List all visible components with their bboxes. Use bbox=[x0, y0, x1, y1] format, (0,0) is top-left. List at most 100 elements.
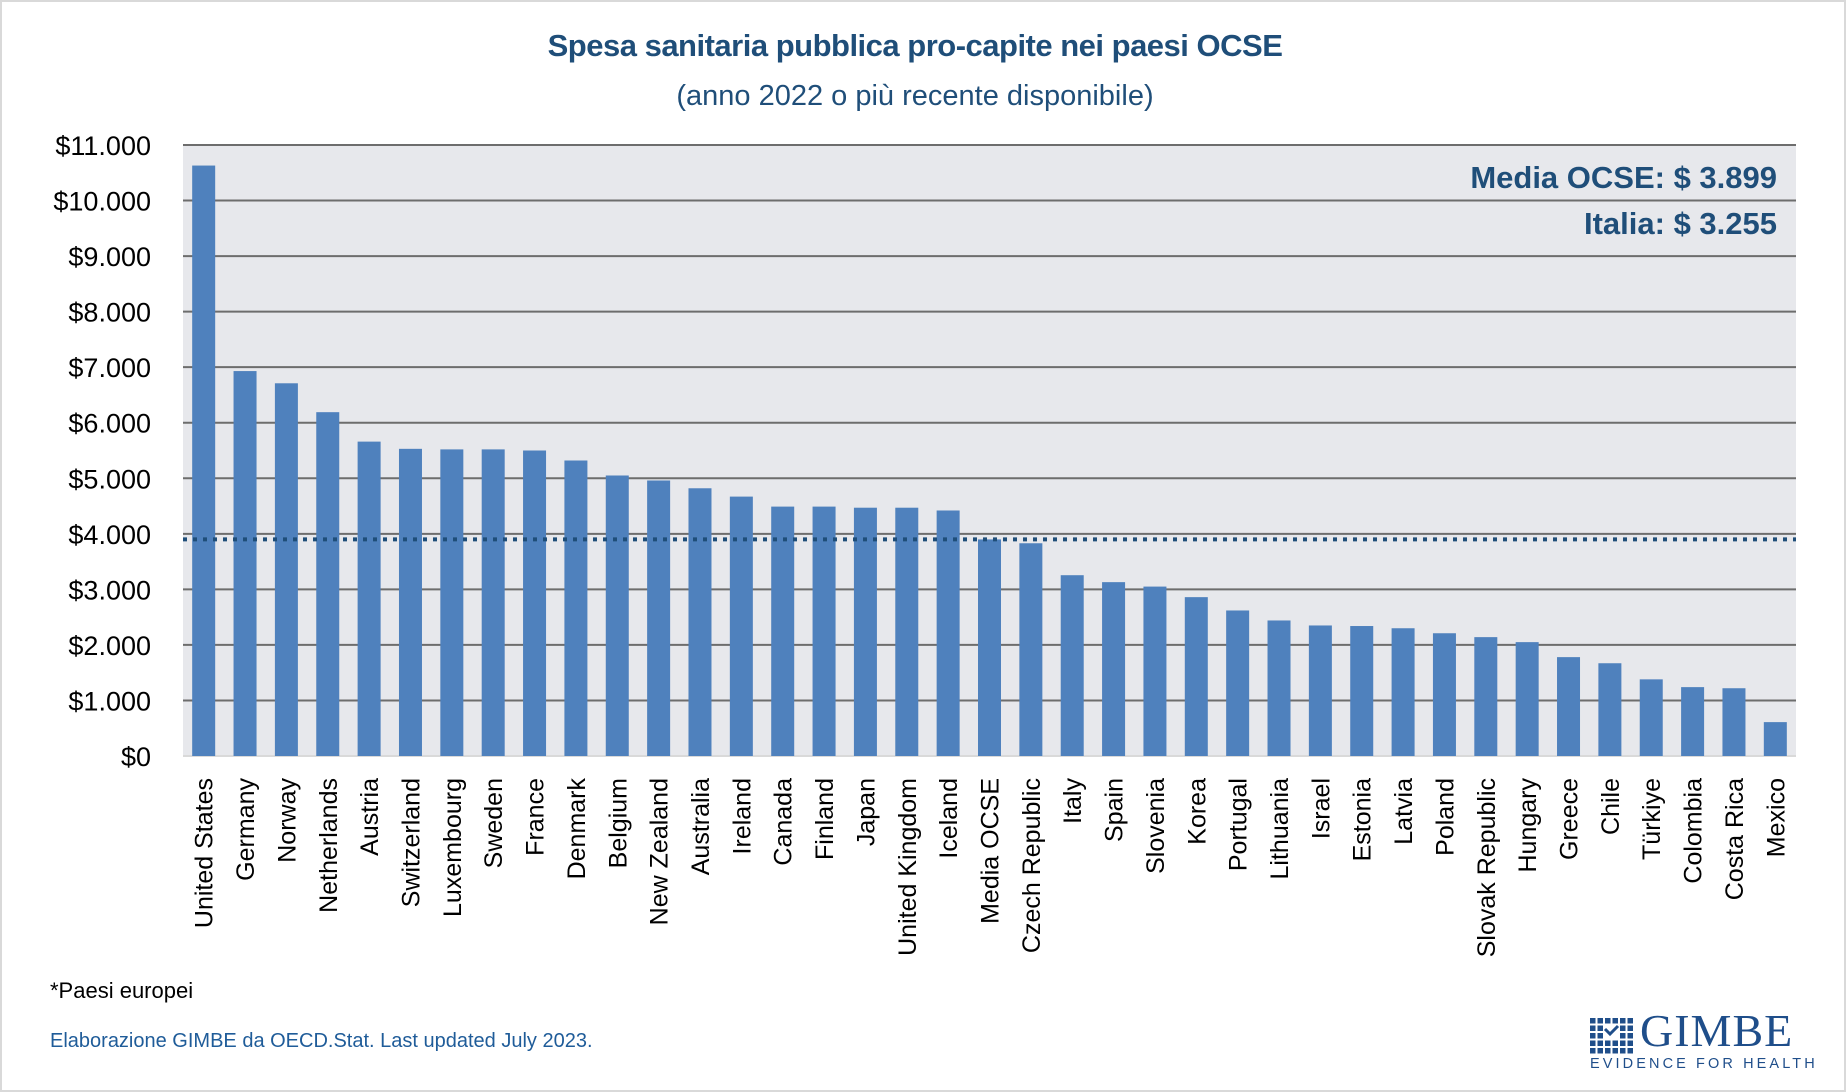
x-tick-label: Italy bbox=[1059, 778, 1087, 824]
bar-greece bbox=[1557, 657, 1581, 756]
x-tick-label: Finland bbox=[811, 778, 839, 860]
x-tick-label: Colombia bbox=[1680, 778, 1708, 884]
x-tick-label: Sweden bbox=[480, 778, 508, 868]
x-tick-label: Switzerland bbox=[397, 778, 425, 907]
bar-costa-rica bbox=[1722, 688, 1746, 756]
x-tick-label: Norway bbox=[273, 778, 301, 863]
x-tick-label: Canada bbox=[770, 778, 798, 866]
bar-estonia bbox=[1350, 626, 1374, 756]
y-tick-label: $8.000 bbox=[68, 298, 151, 328]
x-tick-label: Netherlands bbox=[315, 778, 343, 913]
y-tick-label: $6.000 bbox=[68, 409, 151, 439]
y-tick-label: $0 bbox=[121, 742, 151, 772]
bar-t-rkiye bbox=[1639, 679, 1663, 756]
x-tick-label: Denmark bbox=[563, 778, 591, 880]
x-tick-label: Mexico bbox=[1762, 778, 1790, 857]
bar-media-ocse bbox=[978, 539, 1001, 756]
bar-belgium bbox=[605, 475, 629, 756]
x-tick-label: Australia bbox=[687, 778, 715, 875]
gimbe-logo: GIMBE EVIDENCE FOR HEALTH bbox=[1590, 1008, 1815, 1074]
x-tick-label: Media OCSE bbox=[977, 778, 1005, 924]
bar-denmark bbox=[564, 460, 588, 756]
bar-slovenia bbox=[1143, 586, 1167, 756]
x-tick-label: Belgium bbox=[604, 778, 632, 868]
x-tick-label: New Zealand bbox=[646, 778, 674, 925]
x-tick-label: Korea bbox=[1183, 778, 1211, 845]
bar-israel bbox=[1308, 625, 1332, 756]
x-tick-label: Austria bbox=[356, 778, 384, 856]
bar-italy bbox=[1060, 575, 1084, 756]
bars bbox=[192, 165, 1787, 756]
bar-chile bbox=[1598, 663, 1622, 756]
x-tick-label: United States bbox=[191, 778, 219, 928]
y-tick-label: $5.000 bbox=[68, 464, 151, 494]
y-axis-labels: $0 $1.000 $2.000 $3.000 $4.000 $5.000 $6.000 $7… bbox=[53, 131, 151, 772]
y-tick-label: $2.000 bbox=[68, 631, 151, 661]
x-tick-label: Chile bbox=[1597, 778, 1625, 835]
y-tick-label: $11.000 bbox=[55, 131, 151, 161]
bar-czech-republic bbox=[1019, 543, 1043, 756]
bar-austria bbox=[357, 441, 381, 756]
bar-spain bbox=[1102, 582, 1126, 756]
bar-iceland bbox=[936, 510, 960, 756]
x-tick-label: Hungary bbox=[1514, 778, 1542, 873]
x-tick-label: Israel bbox=[1307, 778, 1335, 839]
x-tick-label: Slovenia bbox=[1142, 778, 1170, 874]
y-tick-label: $3.000 bbox=[68, 575, 151, 605]
bar-sweden bbox=[481, 449, 505, 756]
bar-germany bbox=[233, 371, 257, 756]
y-tick-label: $9.000 bbox=[68, 242, 151, 272]
y-tick-label: $10.000 bbox=[53, 187, 151, 217]
annotation-italia: Italia: $ 3.255 bbox=[1584, 206, 1777, 241]
x-tick-label: Portugal bbox=[1225, 778, 1253, 871]
x-tick-label: Greece bbox=[1556, 778, 1584, 860]
bar-united-states bbox=[192, 165, 216, 756]
bar-hungary bbox=[1515, 642, 1539, 756]
source-note: Elaborazione GIMBE da OECD.Stat. Last up… bbox=[50, 1030, 593, 1052]
bar-korea bbox=[1184, 597, 1208, 756]
bar-portugal bbox=[1226, 610, 1250, 756]
x-tick-label: Poland bbox=[1431, 778, 1459, 856]
x-tick-label: Luxembourg bbox=[439, 778, 467, 917]
bar-canada bbox=[771, 506, 795, 756]
x-tick-label: Estonia bbox=[1349, 778, 1377, 861]
x-tick-label: Germany bbox=[232, 778, 260, 881]
bar-japan bbox=[853, 507, 877, 756]
bar-latvia bbox=[1391, 628, 1415, 756]
x-tick-label: Slovak Republic bbox=[1473, 778, 1501, 957]
bar-switzerland bbox=[398, 448, 422, 756]
bar-slovak-republic bbox=[1474, 637, 1498, 756]
x-tick-label: France bbox=[522, 778, 550, 856]
footnote: *Paesi europei bbox=[50, 978, 194, 1003]
dot-grid-check-icon bbox=[1590, 1018, 1633, 1054]
x-tick-label: Spain bbox=[1101, 778, 1129, 842]
bar-united-kingdom bbox=[895, 507, 919, 756]
bar-colombia bbox=[1681, 687, 1705, 756]
bar-norway bbox=[274, 383, 298, 756]
logo-tagline: EVIDENCE FOR HEALTH bbox=[1590, 1056, 1818, 1072]
x-tick-label: Ireland bbox=[728, 778, 756, 854]
bar-poland bbox=[1432, 633, 1456, 756]
x-tick-label: Lithuania bbox=[1266, 778, 1294, 880]
bar-new-zealand bbox=[647, 480, 671, 756]
bar-france bbox=[523, 450, 547, 756]
y-tick-label: $7.000 bbox=[68, 353, 151, 383]
x-tick-label: Czech Republic bbox=[1018, 778, 1046, 953]
x-tick-label: United Kingdom bbox=[894, 778, 922, 956]
bar-luxembourg bbox=[440, 449, 464, 756]
x-tick-label: Costa Rica bbox=[1721, 778, 1749, 900]
bar-mexico bbox=[1763, 722, 1787, 756]
y-tick-label: $1.000 bbox=[68, 686, 151, 716]
x-tick-label: Japan bbox=[852, 778, 880, 846]
bar-lithuania bbox=[1267, 620, 1291, 756]
x-axis-labels: United States Germany Norway Netherlands Aus… bbox=[191, 778, 1791, 958]
bar-finland bbox=[812, 506, 836, 756]
chart-subtitle: (anno 2022 o più recente disponibile) bbox=[676, 80, 1154, 112]
chart-title: Spesa sanitaria pubblica pro-capite nei … bbox=[547, 28, 1283, 63]
x-tick-label: Latvia bbox=[1390, 778, 1418, 845]
bar-australia bbox=[688, 488, 712, 756]
x-tick-label: Iceland bbox=[935, 778, 963, 859]
bar-netherlands bbox=[316, 412, 340, 756]
y-tick-label: $4.000 bbox=[68, 520, 151, 550]
